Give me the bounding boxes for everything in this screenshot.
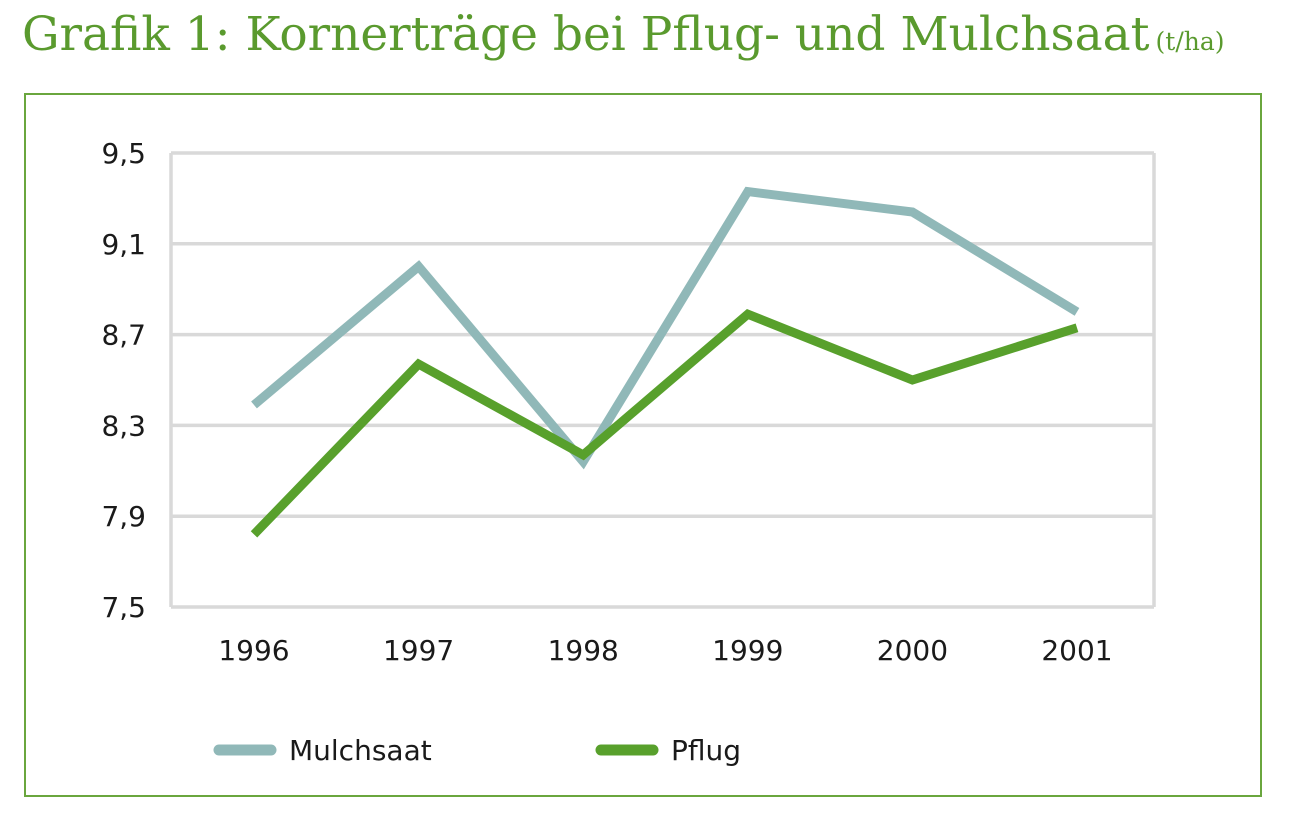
- x-axis-ticks: 1996 1997 1998 1999 2000 2001: [218, 634, 1112, 667]
- y-tick-label: 7,5: [101, 591, 146, 624]
- series-line-pflug: [250, 308, 1079, 538]
- y-tick-label: 9,5: [101, 137, 146, 170]
- x-tick-label: 1999: [712, 634, 783, 667]
- chart-title: Grafik 1: Kornerträge bei Pflug- und Mul…: [22, 7, 1225, 62]
- y-axis-ticks: 7,5 7,9 8,3 8,7 9,1 9,5: [101, 137, 146, 624]
- chart-frame: 7,5 7,9 8,3 8,7 9,1 9,5 1996 1997 1998 1999 2000 2…: [24, 93, 1262, 797]
- x-tick-label: 2001: [1041, 634, 1112, 667]
- y-tick-label: 8,7: [101, 319, 146, 352]
- x-tick-label: 2000: [877, 634, 948, 667]
- series-lines: [250, 186, 1080, 538]
- y-tick-label: 7,9: [101, 500, 146, 533]
- legend-label-pflug: Pflug: [671, 734, 741, 767]
- x-tick-label: 1998: [548, 634, 619, 667]
- chart-unit: (t/ha): [1155, 27, 1225, 56]
- x-tick-label: 1997: [383, 634, 454, 667]
- y-tick-label: 8,3: [101, 409, 146, 442]
- x-tick-label: 1996: [218, 634, 289, 667]
- legend-label-mulchsaat: Mulchsaat: [289, 734, 432, 767]
- legend: Mulchsaat Pflug: [213, 734, 741, 767]
- series-line-mulchsaat: [251, 186, 1080, 470]
- chart-title-text: Grafik 1: Kornerträge bei Pflug- und Mul…: [22, 7, 1150, 62]
- grid-lines: [169, 151, 1156, 609]
- y-tick-label: 9,1: [101, 228, 146, 261]
- line-chart: 7,5 7,9 8,3 8,7 9,1 9,5 1996 1997 1998 1999 2000 2…: [101, 137, 1156, 767]
